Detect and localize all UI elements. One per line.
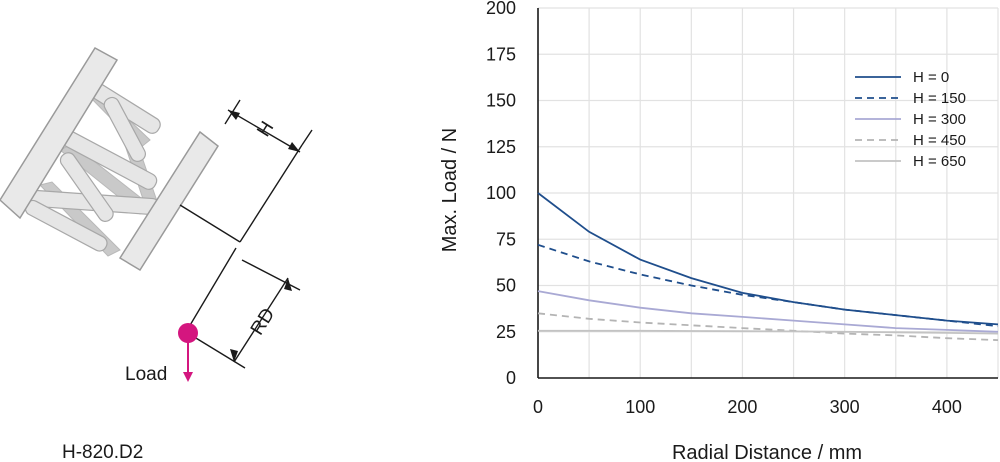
- series-line-4: [537, 312, 999, 341]
- x-tick-labels: 0 100 200 300 400: [533, 397, 962, 417]
- legend-entry-label: H = 650: [913, 153, 966, 170]
- y-tick-labels: 0 25 50 75 100 125 150 175 200: [486, 0, 516, 388]
- y-tick-label: 150: [486, 91, 516, 111]
- load-point: [178, 323, 198, 343]
- dimension-lines: [179, 99, 313, 369]
- y-tick-label: 125: [486, 137, 516, 157]
- legend-entry-label: H = 300: [913, 111, 966, 128]
- x-tick-label: 100: [625, 397, 655, 417]
- chart-grid: [537, 7, 999, 379]
- dimension-arrowheads: [228, 110, 300, 362]
- hexapod-illustration: [0, 47, 219, 272]
- y-tick-label: 25: [496, 322, 516, 342]
- load-label: Load: [125, 364, 167, 385]
- hexapod-diagram: H RD Load H-820.D2: [0, 47, 313, 462]
- y-tick-label: 75: [496, 229, 516, 249]
- series-line-1: [537, 192, 999, 326]
- x-tick-label: 300: [830, 397, 860, 417]
- y-tick-label: 0: [506, 368, 516, 388]
- series-line-3: [537, 290, 999, 333]
- y-tick-label: 200: [486, 0, 516, 18]
- x-tick-label: 200: [727, 397, 757, 417]
- chart-series: [537, 192, 999, 341]
- y-tick-label: 175: [486, 44, 516, 64]
- y-tick-label: 50: [496, 276, 516, 296]
- model-label: H-820.D2: [62, 442, 143, 462]
- x-axis-title: Radial Distance / mm: [672, 442, 862, 462]
- y-tick-label: 100: [486, 183, 516, 203]
- series-line-5: [538, 329, 999, 335]
- legend-entry-label: H = 150: [913, 90, 966, 107]
- x-tick-label: 0: [533, 397, 543, 417]
- x-tick-label: 400: [932, 397, 962, 417]
- y-axis-title: Max. Load / N: [439, 128, 461, 253]
- legend-entry-label: H = 450: [913, 132, 966, 149]
- legend-entry-label: H = 0: [913, 69, 949, 86]
- max-load-chart: 0 25 50 75 100 125 150 175 200 0 100 200 300 400 Max…: [439, 0, 999, 462]
- chart-legend: H = 0 H = 150 H = 300 H = 450 H = 650: [855, 69, 966, 170]
- load-arrow-head: [183, 372, 193, 382]
